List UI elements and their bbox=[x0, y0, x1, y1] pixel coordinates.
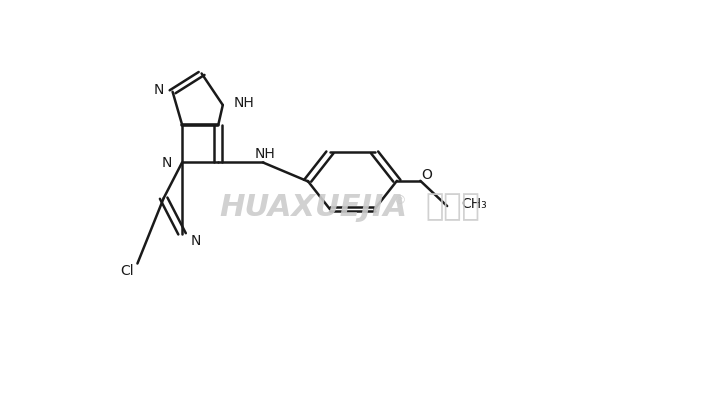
Text: N: N bbox=[191, 233, 201, 247]
Text: NH: NH bbox=[233, 96, 254, 110]
Text: ®: ® bbox=[393, 194, 406, 207]
Text: N: N bbox=[153, 83, 164, 97]
Text: O: O bbox=[422, 167, 433, 182]
Text: CH₃: CH₃ bbox=[461, 196, 487, 210]
Text: N: N bbox=[162, 155, 172, 169]
Text: 化学加: 化学加 bbox=[426, 192, 480, 221]
Text: NH: NH bbox=[254, 147, 275, 161]
Text: Cl: Cl bbox=[120, 264, 134, 278]
Text: HUAXUEJIA: HUAXUEJIA bbox=[219, 192, 408, 221]
